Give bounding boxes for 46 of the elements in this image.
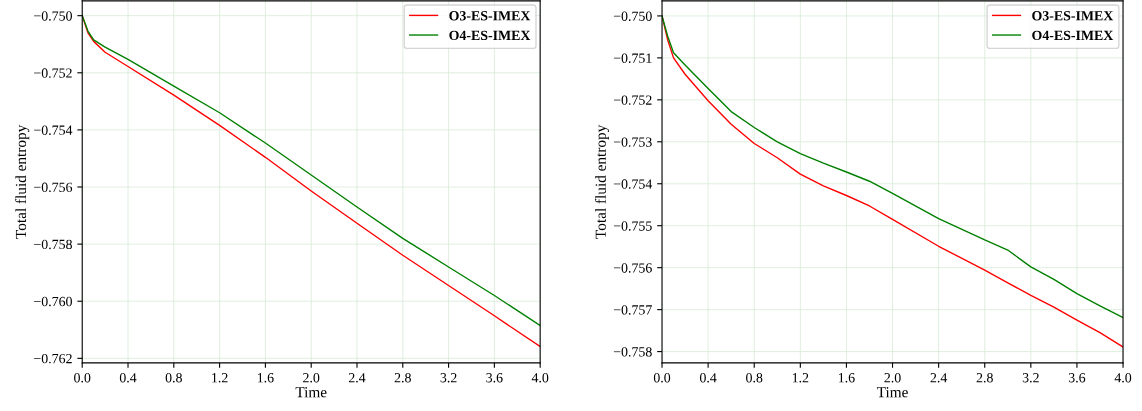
legend-label: O3-ES-IMEX (1032, 11, 1114, 21)
x-tick-label: 4.0 (1114, 373, 1132, 383)
x-tick-label: 3.2 (440, 373, 457, 383)
x-tick-label: 0.0 (74, 373, 91, 383)
x-tick-label: 3.2 (1022, 373, 1039, 383)
x-tick-label: 3.6 (1068, 373, 1086, 383)
legend-label: O3-ES-IMEX (449, 11, 531, 21)
y-tick-label: −0.754 (613, 179, 653, 189)
y-tick-label: −0.753 (613, 137, 652, 147)
x-tick-label: 2.8 (976, 373, 993, 383)
legend-label: O4-ES-IMEX (449, 30, 531, 41)
y-tick-label: −0.758 (613, 347, 652, 357)
x-axis-title: Time (876, 387, 908, 398)
x-tick-label: 1.2 (792, 373, 809, 383)
x-tick-label: 1.6 (257, 373, 274, 383)
y-tick-label: −0.758 (34, 239, 72, 250)
x-tick-label: 2.0 (303, 373, 320, 383)
y-tick-label: −0.751 (613, 53, 652, 63)
x-tick-label: 1.2 (212, 373, 228, 383)
x-tick-label: 2.4 (348, 373, 366, 383)
x-tick-label: 0.8 (746, 373, 763, 383)
y-tick-label: −0.752 (34, 68, 72, 78)
x-axis-title: Time (295, 387, 327, 398)
x-tick-label: 0.4 (119, 373, 137, 383)
x-tick-label: 2.4 (930, 373, 948, 383)
y-axis-title: Total fluid entropy (15, 124, 30, 239)
y-tick-label: −0.760 (34, 296, 72, 307)
x-tick-label: 2.8 (394, 373, 411, 383)
y-tick-label: −0.762 (34, 353, 72, 364)
y-tick-label: −0.754 (34, 125, 73, 135)
y-tick-label: −0.750 (613, 11, 652, 21)
x-tick-label: 4.0 (531, 373, 549, 383)
x-tick-label: 0.0 (653, 373, 671, 383)
y-tick-label: −0.757 (613, 305, 652, 315)
y-axis-title: Total fluid entropy (594, 124, 610, 239)
y-tick-label: −0.755 (613, 221, 652, 231)
y-tick-label: −0.750 (34, 11, 72, 21)
x-tick-label: 1.6 (838, 373, 855, 383)
x-tick-label: 0.8 (165, 373, 182, 383)
x-tick-label: 2.0 (884, 373, 901, 383)
y-tick-label: −0.756 (613, 263, 652, 273)
y-tick-label: −0.756 (34, 182, 73, 193)
legend-label: O4-ES-IMEX (1032, 30, 1114, 41)
x-tick-label: 0.4 (699, 373, 717, 383)
y-tick-label: −0.752 (613, 95, 652, 105)
x-tick-label: 3.6 (486, 373, 503, 383)
